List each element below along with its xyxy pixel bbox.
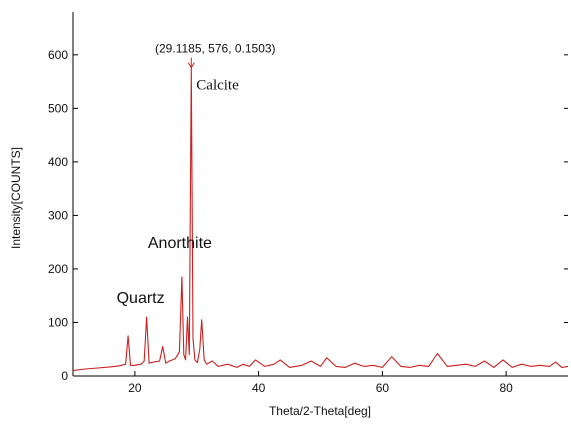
x-axis-label: Theta/2-Theta[deg] bbox=[269, 404, 371, 418]
y-tick-label: 400 bbox=[48, 155, 68, 169]
y-tick-label: 600 bbox=[48, 48, 68, 62]
anorthite-label: Anorthite bbox=[148, 235, 212, 252]
y-tick-label: 300 bbox=[48, 208, 68, 222]
y-ticks-group: 0 100 200 300 400 500 600 bbox=[48, 48, 568, 383]
y-tick-label: 500 bbox=[48, 101, 68, 115]
quartz-label: Quartz bbox=[117, 290, 165, 307]
y-tick-label: 100 bbox=[48, 315, 68, 329]
peak-coordinate-label: (29.1185, 576, 0.1503) bbox=[155, 42, 276, 56]
x-tick-label: 60 bbox=[376, 381, 390, 395]
y-tick-label: 0 bbox=[61, 369, 68, 383]
annotations-group: (29.1185, 576, 0.1503) Calcite Anorthite Qu… bbox=[117, 42, 276, 307]
y-axis-label: Intensity[COUNTS] bbox=[9, 147, 23, 249]
x-ticks-group: 20 40 60 80 bbox=[128, 371, 513, 395]
x-tick-label: 40 bbox=[252, 381, 266, 395]
peak-pointer-arrow bbox=[187, 62, 195, 69]
calcite-label: Calcite bbox=[196, 78, 239, 94]
xrd-pattern-line bbox=[72, 67, 569, 372]
series-group bbox=[72, 67, 569, 372]
axes-group bbox=[72, 12, 568, 377]
y-tick-label: 200 bbox=[48, 262, 68, 276]
x-tick-label: 20 bbox=[128, 381, 142, 395]
x-tick-label: 80 bbox=[499, 381, 513, 395]
